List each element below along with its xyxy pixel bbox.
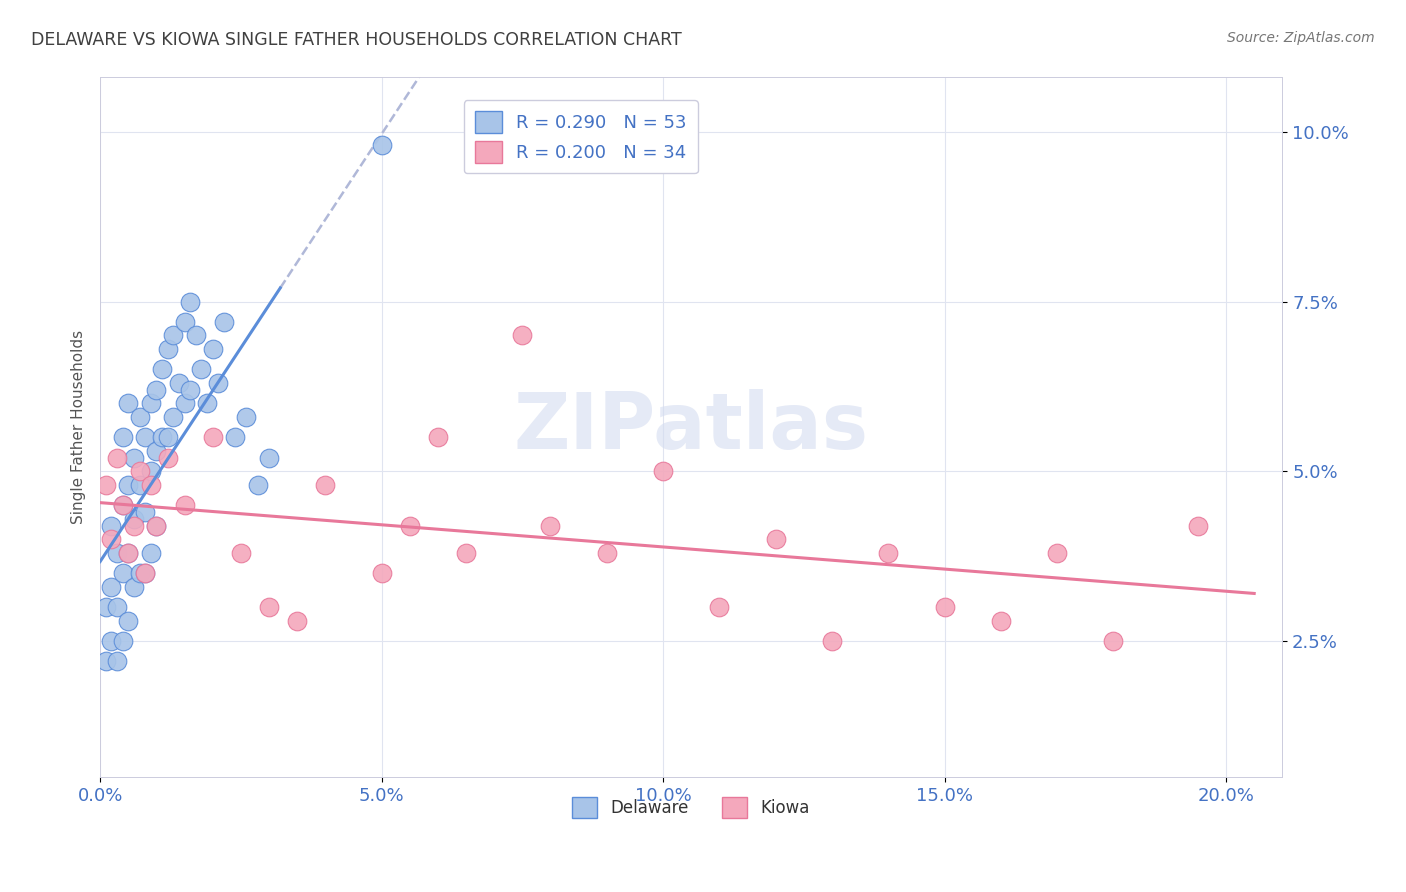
Point	[150, 362, 173, 376]
Point	[990, 614, 1012, 628]
Point	[122, 450, 145, 465]
Point	[128, 478, 150, 492]
Point	[596, 546, 619, 560]
Point	[105, 655, 128, 669]
Point	[212, 315, 235, 329]
Point	[117, 546, 139, 560]
Point	[139, 546, 162, 560]
Point	[877, 546, 900, 560]
Point	[709, 600, 731, 615]
Point	[179, 294, 201, 309]
Point	[540, 518, 562, 533]
Point	[105, 600, 128, 615]
Point	[139, 464, 162, 478]
Point	[207, 376, 229, 390]
Point	[134, 566, 156, 581]
Point	[246, 478, 269, 492]
Point	[370, 566, 392, 581]
Legend: Delaware, Kiowa: Delaware, Kiowa	[565, 791, 817, 824]
Point	[100, 518, 122, 533]
Point	[117, 546, 139, 560]
Point	[134, 430, 156, 444]
Point	[145, 518, 167, 533]
Point	[100, 580, 122, 594]
Point	[139, 396, 162, 410]
Point	[167, 376, 190, 390]
Point	[111, 566, 134, 581]
Y-axis label: Single Father Households: Single Father Households	[72, 330, 86, 524]
Point	[195, 396, 218, 410]
Point	[134, 505, 156, 519]
Point	[184, 328, 207, 343]
Point	[134, 566, 156, 581]
Point	[173, 396, 195, 410]
Point	[156, 342, 179, 356]
Point	[201, 342, 224, 356]
Point	[765, 532, 787, 546]
Point	[122, 518, 145, 533]
Point	[111, 498, 134, 512]
Point	[398, 518, 420, 533]
Point	[105, 546, 128, 560]
Point	[105, 450, 128, 465]
Point	[128, 409, 150, 424]
Point	[117, 478, 139, 492]
Point	[128, 566, 150, 581]
Point	[229, 546, 252, 560]
Point	[145, 444, 167, 458]
Point	[257, 450, 280, 465]
Point	[370, 138, 392, 153]
Point	[122, 580, 145, 594]
Point	[122, 512, 145, 526]
Point	[652, 464, 675, 478]
Point	[117, 396, 139, 410]
Point	[100, 634, 122, 648]
Text: ZIPatlas: ZIPatlas	[513, 389, 869, 465]
Point	[201, 430, 224, 444]
Point	[190, 362, 212, 376]
Point	[100, 532, 122, 546]
Point	[117, 614, 139, 628]
Point	[285, 614, 308, 628]
Point	[111, 430, 134, 444]
Point	[145, 518, 167, 533]
Point	[150, 430, 173, 444]
Point	[1046, 546, 1069, 560]
Point	[139, 478, 162, 492]
Point	[1187, 518, 1209, 533]
Point	[179, 383, 201, 397]
Point	[162, 328, 184, 343]
Point	[94, 600, 117, 615]
Point	[934, 600, 956, 615]
Point	[173, 315, 195, 329]
Point	[224, 430, 246, 444]
Point	[111, 498, 134, 512]
Point	[454, 546, 477, 560]
Point	[1102, 634, 1125, 648]
Text: Source: ZipAtlas.com: Source: ZipAtlas.com	[1227, 31, 1375, 45]
Point	[111, 634, 134, 648]
Point	[426, 430, 449, 444]
Point	[156, 430, 179, 444]
Text: DELAWARE VS KIOWA SINGLE FATHER HOUSEHOLDS CORRELATION CHART: DELAWARE VS KIOWA SINGLE FATHER HOUSEHOL…	[31, 31, 682, 49]
Point	[162, 409, 184, 424]
Point	[128, 464, 150, 478]
Point	[94, 655, 117, 669]
Point	[821, 634, 844, 648]
Point	[94, 478, 117, 492]
Point	[314, 478, 336, 492]
Point	[235, 409, 257, 424]
Point	[512, 328, 534, 343]
Point	[156, 450, 179, 465]
Point	[173, 498, 195, 512]
Point	[257, 600, 280, 615]
Point	[145, 383, 167, 397]
